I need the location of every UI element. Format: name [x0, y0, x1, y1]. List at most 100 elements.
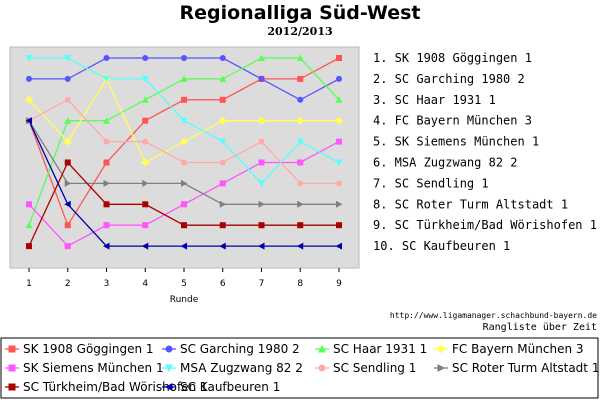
rank-label: 2. SC Garching 1980 2: [373, 72, 525, 86]
data-point: [258, 242, 265, 250]
data-point: [64, 200, 71, 208]
data-point: [296, 116, 305, 125]
legend-marker: [165, 383, 173, 391]
rank-label: 6. MSA Zugzwang 82 2: [373, 156, 518, 170]
data-point: [103, 55, 110, 61]
legend-label: SK 1908 Göggingen 1: [23, 342, 154, 356]
legend-marker: [8, 364, 16, 372]
data-point: [103, 179, 110, 187]
data-point: [64, 75, 71, 82]
data-point: [258, 200, 265, 208]
data-point: [141, 96, 149, 103]
rank-label: 1. SK 1908 Göggingen 1: [373, 51, 532, 65]
data-point: [258, 75, 265, 82]
legend-marker: [165, 364, 173, 372]
data-point: [258, 159, 265, 166]
data-point: [335, 116, 343, 125]
rank-label: 10. SC Kaufbeuren 1: [373, 239, 510, 253]
data-point: [219, 242, 226, 250]
legend-label: SC Roter Turm Altstadt 1: [452, 361, 599, 375]
data-point: [335, 242, 342, 250]
legend-label: SC Haar 1931 1: [333, 342, 427, 356]
data-point: [25, 117, 32, 125]
data-point: [219, 159, 226, 166]
data-point: [26, 75, 32, 82]
data-point: [142, 55, 149, 61]
data-point: [25, 221, 33, 229]
legend-label: SC Türkheim/Bad Wörishofen 1: [23, 380, 208, 394]
data-point: [180, 117, 188, 125]
data-point: [181, 159, 187, 166]
x-axis-label: Runde: [170, 295, 199, 305]
data-point: [219, 138, 227, 146]
x-tick-label: 4: [142, 279, 148, 289]
data-point: [25, 55, 33, 62]
data-point: [64, 179, 72, 187]
legend-marker: [8, 383, 16, 391]
data-point: [181, 96, 187, 103]
data-point: [297, 200, 304, 208]
legend-marker: [436, 344, 446, 354]
data-point: [103, 117, 110, 124]
plot-area: [9, 46, 360, 269]
data-point: [258, 138, 265, 145]
data-point: [336, 200, 343, 208]
data-point: [219, 222, 226, 229]
chart-title: Regionalliga Süd-West: [179, 2, 420, 24]
legend-label: SC Kaufbeuren 1: [180, 380, 280, 394]
x-tick-label: 8: [297, 279, 303, 289]
data-point: [64, 243, 71, 250]
data-point: [296, 138, 304, 146]
legend-label: SC Garching 1980 2: [180, 342, 300, 356]
rank-label: 3. SC Haar 1931 1: [373, 93, 496, 107]
data-point: [142, 138, 149, 145]
data-point: [103, 222, 110, 229]
data-point: [296, 54, 304, 61]
data-point: [257, 116, 266, 125]
data-point: [181, 201, 187, 208]
chart-subtitle: 2012/2013: [267, 25, 332, 38]
data-point: [103, 75, 110, 83]
data-point: [26, 201, 32, 208]
series-markers: [25, 54, 343, 250]
data-point: [258, 180, 265, 187]
data-point: [335, 159, 343, 166]
rank-label: 4. FC Bayern München 3: [373, 114, 532, 128]
data-point: [180, 137, 188, 146]
x-tick-label: 9: [336, 279, 342, 289]
data-point: [64, 117, 72, 124]
data-point: [219, 180, 226, 187]
legend-box: [0, 337, 599, 399]
data-point: [219, 75, 227, 82]
data-point: [181, 179, 188, 187]
legend-label: FC Bayern München 3: [452, 342, 584, 356]
data-point: [64, 96, 71, 103]
x-tick-label: 1: [26, 279, 32, 289]
data-point: [297, 180, 304, 187]
data-point: [180, 242, 187, 250]
x-axis: 1 2 3 4 5 6 7 8 9: [26, 268, 342, 289]
legend-marker: [318, 364, 326, 372]
data-point: [336, 138, 342, 145]
data-point: [142, 117, 149, 124]
data-point: [297, 75, 304, 82]
data-point: [181, 222, 187, 229]
legend-marker: [165, 345, 173, 353]
source-url[interactable]: http://www.ligamanager.schachbund-bayern…: [390, 311, 597, 320]
rank-label: 9. SC Türkheim/Bad Wörishofen 1: [373, 218, 597, 232]
data-point: [297, 159, 304, 166]
rank-labels: 1. SK 1908 Göggingen 1 2. SC Garching 198…: [373, 51, 597, 253]
data-point: [218, 116, 227, 125]
x-tick-label: 5: [181, 279, 187, 289]
data-point: [141, 75, 149, 83]
data-point: [64, 159, 71, 166]
data-point: [336, 75, 342, 82]
data-point: [336, 222, 342, 229]
rank-label: 5. SK Siemens München 1: [373, 135, 539, 149]
legend-marker: [8, 345, 16, 353]
data-point: [103, 159, 110, 166]
legend-marker: [318, 345, 326, 353]
data-point: [25, 95, 33, 104]
data-point: [141, 242, 149, 250]
